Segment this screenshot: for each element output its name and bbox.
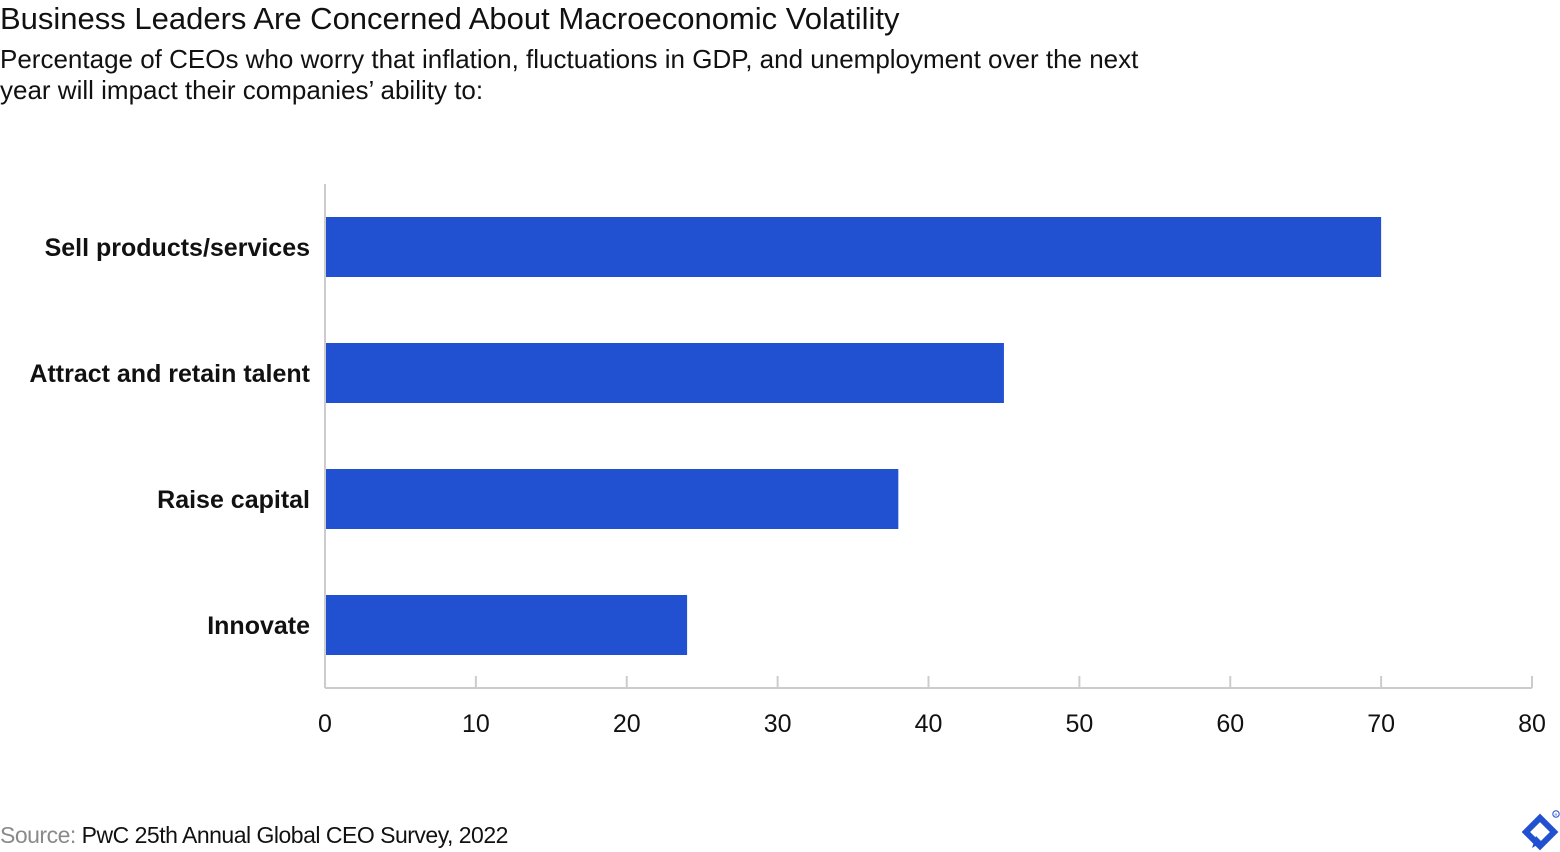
source-label: Source: [0, 822, 76, 848]
toptal-logo-icon: R [1522, 810, 1560, 851]
category-labels: Sell products/services Attract and retain… [29, 234, 310, 640]
source-text: PwC 25th Annual Global CEO Survey, 2022 [81, 822, 509, 848]
bar-1 [325, 343, 1004, 403]
source-note: Source: PwC 25th Annual Global CEO Surve… [0, 820, 508, 850]
x-tick-label-1: 10 [462, 710, 490, 738]
x-tick-label-6: 60 [1216, 710, 1244, 738]
category-label-1: Attract and retain talent [29, 360, 310, 388]
bar-chart: Sell products/services Attract and retain… [29, 184, 1546, 738]
chart-title: Business Leaders Are Concerned About Mac… [0, 1, 900, 36]
bar-3 [325, 595, 688, 655]
bar-2 [325, 469, 899, 529]
x-tick-label-5: 50 [1065, 710, 1093, 738]
svg-text:R: R [1555, 812, 1558, 817]
bar-0 [325, 217, 1382, 277]
axes-group [324, 184, 1533, 689]
x-tick-label-7: 70 [1367, 710, 1395, 738]
category-label-0: Sell products/services [45, 234, 310, 262]
x-tick-label-4: 40 [915, 710, 943, 738]
x-tick-label-0: 0 [318, 710, 332, 738]
category-label-2: Raise capital [157, 486, 310, 514]
x-tick-label-3: 30 [764, 710, 792, 738]
tick-labels: 0 10 20 30 40 50 60 70 80 [318, 710, 1546, 738]
chart-subtitle: Percentage of CEOs who worry that inflat… [0, 44, 1139, 105]
x-tick-label-2: 20 [613, 710, 641, 738]
bars-group [325, 217, 1382, 655]
category-label-3: Innovate [207, 612, 310, 640]
x-tick-label-8: 80 [1518, 710, 1546, 738]
